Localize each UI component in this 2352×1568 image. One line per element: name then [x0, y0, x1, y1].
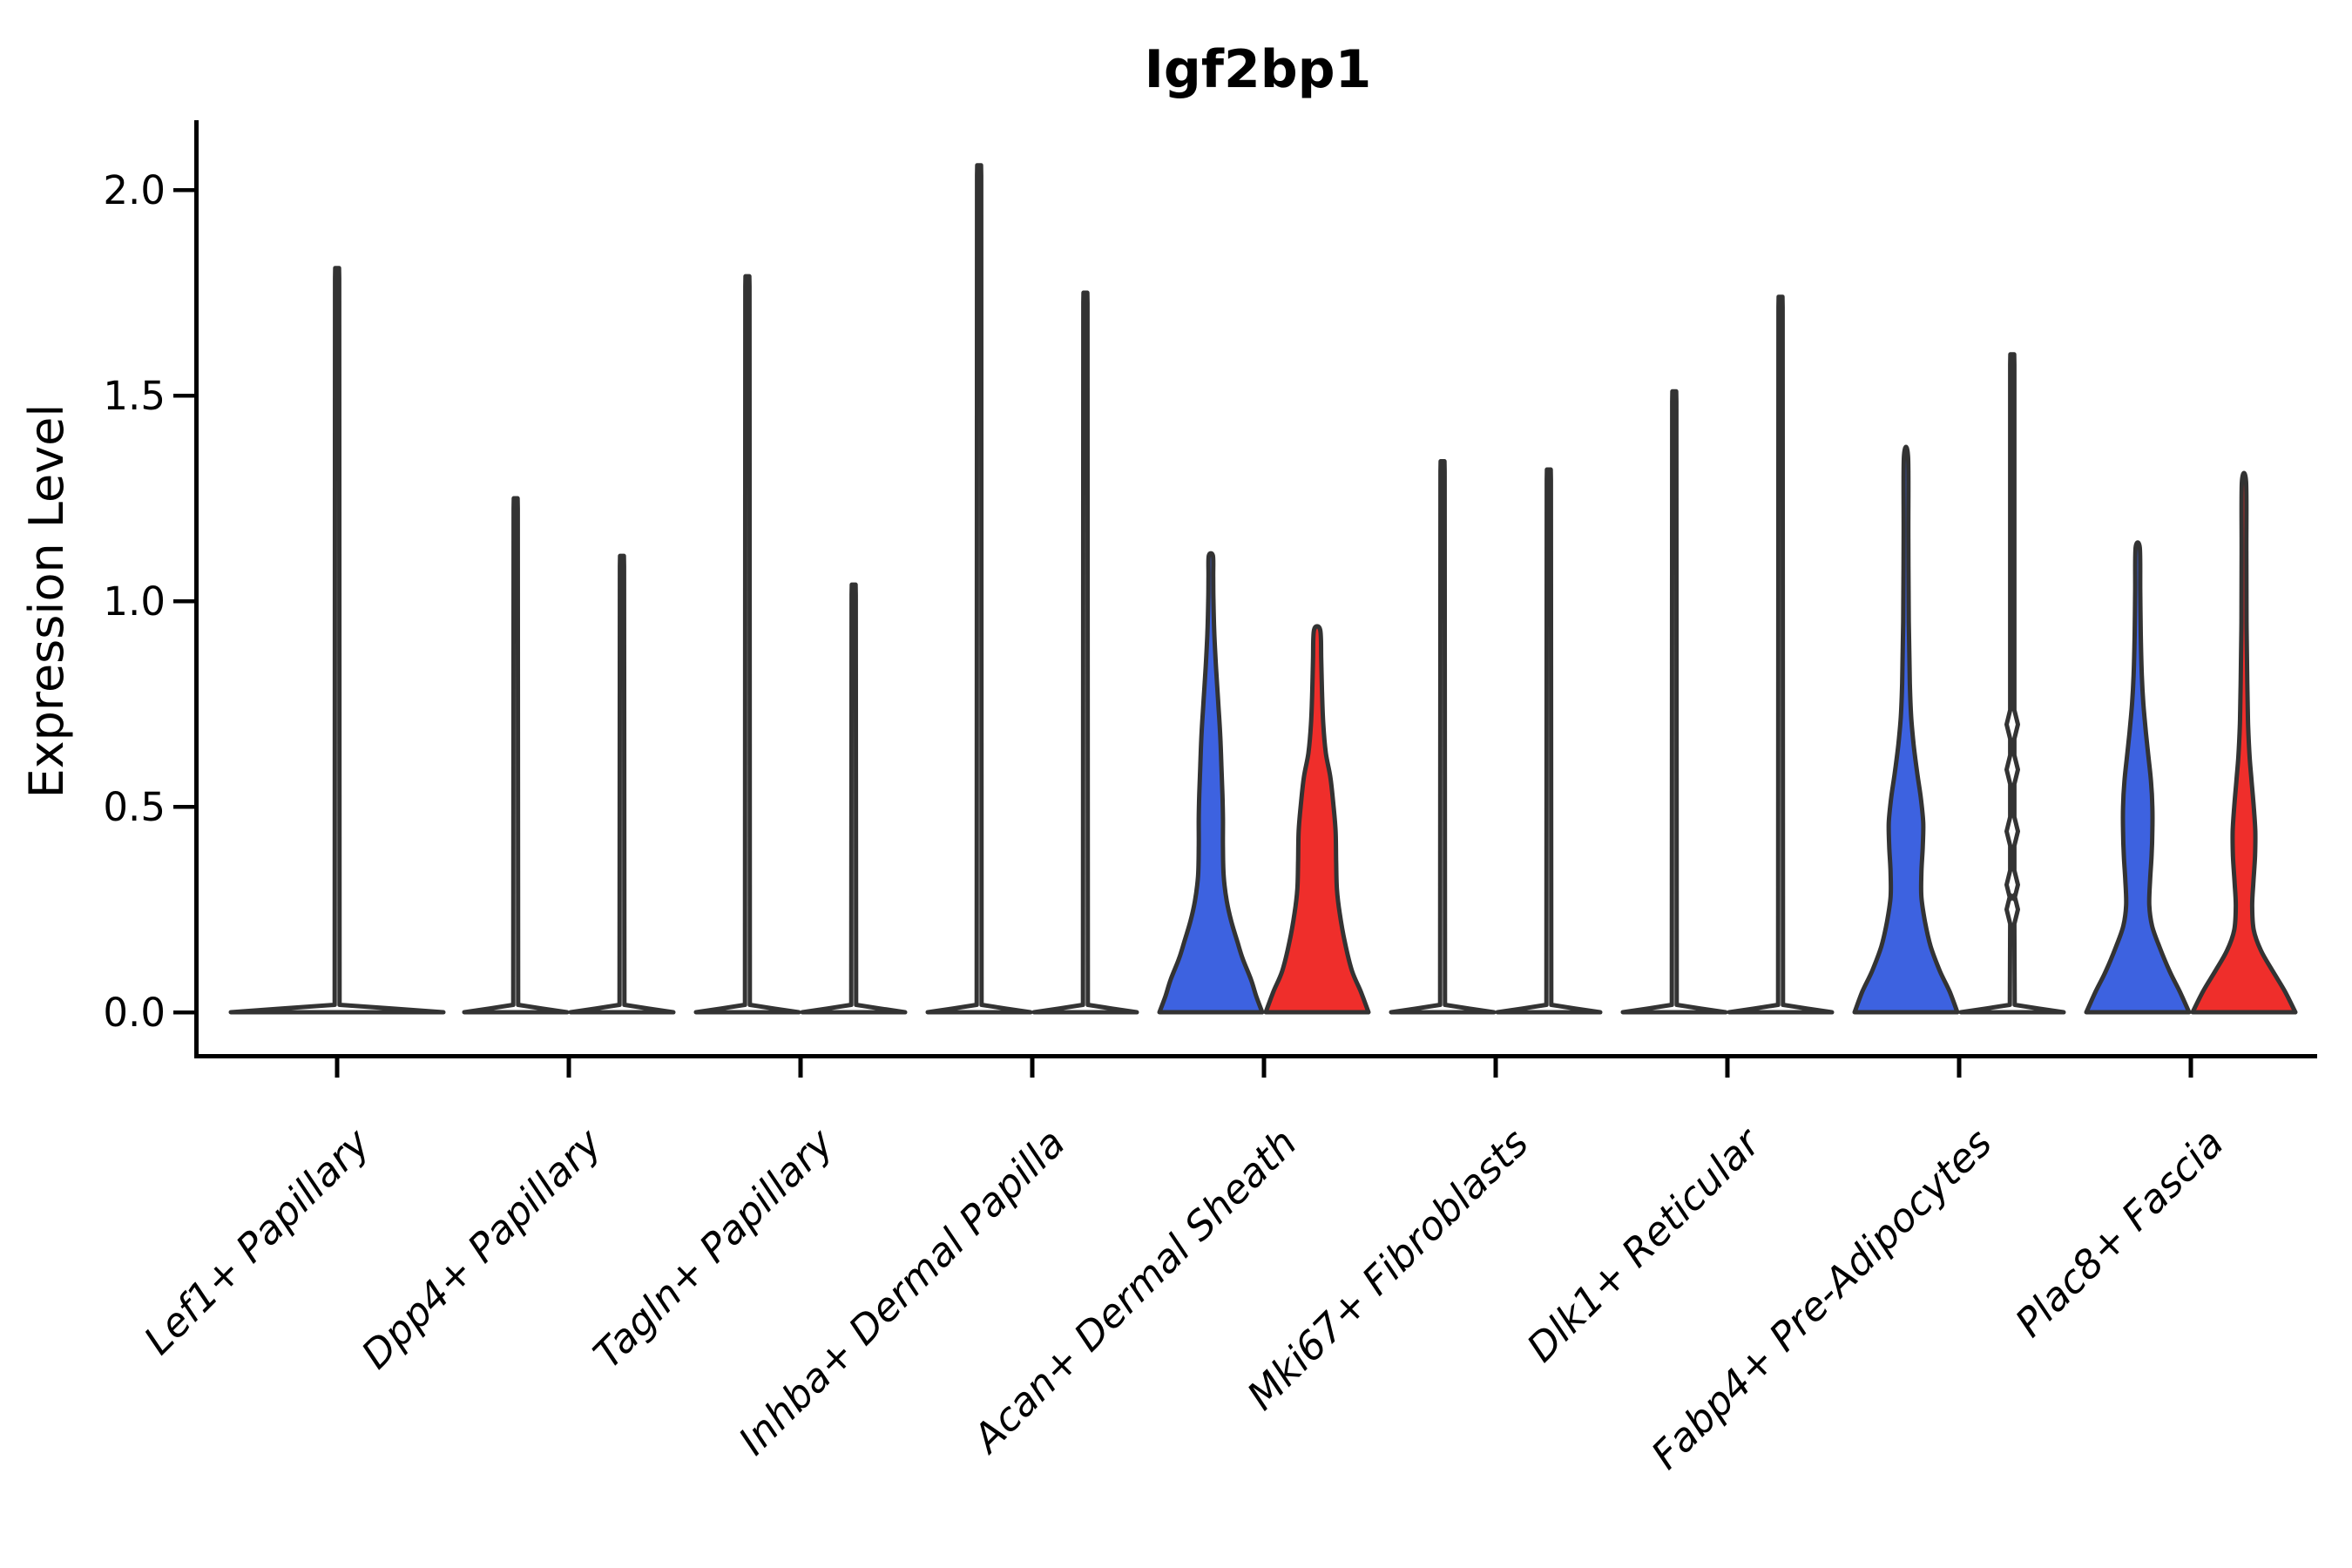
violin-plac8-fascia-left [2084, 540, 2192, 1015]
y-tick [173, 805, 194, 809]
y-tick [173, 1010, 194, 1015]
y-tick [173, 188, 194, 193]
x-tick [1957, 1058, 1962, 1078]
x-tick [335, 1058, 340, 1078]
violin-tagln-papillary-left [693, 274, 801, 1015]
violin-lef1-papillary-full [228, 266, 446, 1015]
violin-inhba-dermal-papilla-left [925, 163, 1033, 1015]
x-tick [1030, 1058, 1035, 1078]
violin-inhba-dermal-papilla-right [1031, 290, 1139, 1015]
violin-dlk1-reticular-right [1727, 294, 1835, 1015]
x-tick [1493, 1058, 1498, 1078]
violin-acan-dermal-sheath-right [1263, 624, 1371, 1015]
x-tick [566, 1058, 571, 1078]
violin-plac8-fascia-right [2190, 470, 2298, 1015]
y-tick [173, 394, 194, 398]
y-tick-label: 0.5 [103, 784, 166, 830]
violin-fabp4-pre-adipocytes-right [1958, 352, 2066, 1015]
plot-title: Igf2bp1 [1145, 39, 1372, 100]
y-tick-label: 2.0 [103, 167, 166, 213]
y-axis-title: Expression Level [19, 404, 74, 799]
y-axis-spine [194, 120, 199, 1058]
violin-dpp4-papillary-left [462, 496, 570, 1015]
violin-dpp4-papillary-right [568, 553, 676, 1015]
x-tick [1261, 1058, 1267, 1078]
violin-mki67-fibroblasts-left [1389, 459, 1497, 1015]
y-tick-label: 1.5 [103, 373, 166, 419]
violins-layer [228, 163, 2298, 1015]
x-tick [1725, 1058, 1730, 1078]
x-tick [2188, 1058, 2193, 1078]
y-tick-label: 1.0 [103, 578, 166, 625]
violin-tagln-papillary-right [800, 582, 908, 1015]
y-tick [173, 599, 194, 604]
violin-fabp4-pre-adipocytes-left [1852, 444, 1960, 1015]
x-tick [798, 1058, 803, 1078]
violin-dlk1-reticular-left [1620, 389, 1728, 1015]
x-axis-spine [194, 1054, 2317, 1058]
y-tick-label: 0.0 [103, 990, 166, 1036]
violin-acan-dermal-sheath-left [1157, 551, 1265, 1015]
violin-mki67-fibroblasts-right [1495, 467, 1603, 1015]
